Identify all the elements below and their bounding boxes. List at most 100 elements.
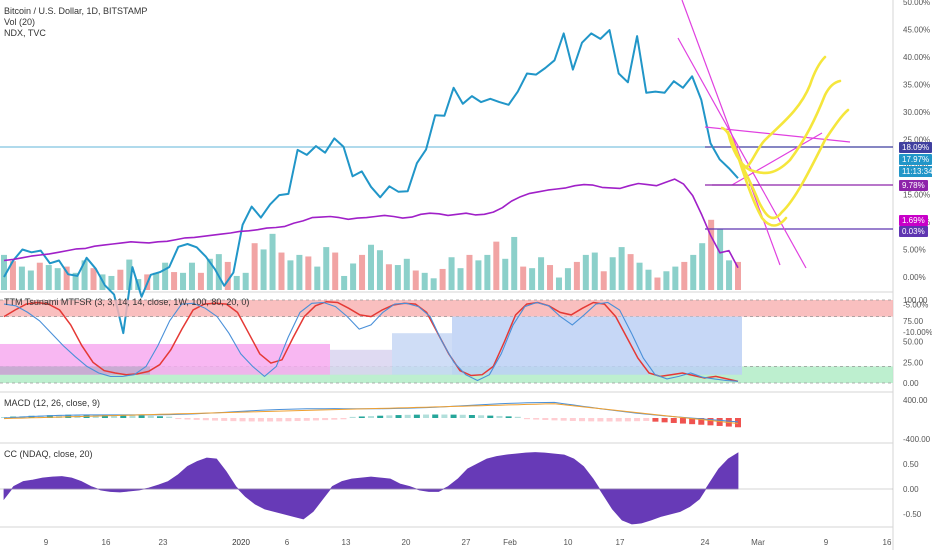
volume-bar: [627, 254, 634, 290]
volume-bar: [63, 266, 70, 290]
y-tick-cc: 0.00: [903, 485, 919, 494]
macd-signal-line: [3, 403, 739, 424]
macd-histogram-bar: [698, 418, 705, 425]
macd-histogram-bar: [615, 418, 622, 422]
volume-bar: [287, 260, 294, 290]
volume-bar: [547, 265, 554, 290]
x-tick: Feb: [503, 538, 517, 547]
macd-histogram-bar: [551, 418, 558, 421]
x-tick: 16: [883, 538, 892, 547]
macd-histogram-bar: [349, 416, 356, 418]
volume-bar: [224, 261, 231, 290]
ttm-blue-line: [3, 301, 739, 382]
price-tag-btc: 17.97%: [899, 154, 932, 165]
y-tick-main: 40.00%: [903, 53, 930, 62]
volume-bar: [233, 275, 240, 290]
volume-bar: [430, 278, 437, 290]
volume-bar: [448, 257, 455, 290]
volume-bar: [350, 263, 357, 290]
macd-histogram-bar: [230, 418, 237, 422]
volume-bar: [591, 252, 598, 290]
macd-histogram-bar: [423, 414, 430, 418]
y-tick-main: 15.00%: [903, 191, 930, 200]
macd-histogram-bar: [643, 418, 650, 421]
macd-histogram-bar: [395, 415, 402, 418]
y-tick-main: -5.00%: [903, 301, 928, 310]
volume-bar: [529, 268, 536, 290]
volume-bar: [582, 254, 589, 290]
macd-histogram-bar: [707, 418, 714, 426]
macd-histogram-bar: [496, 415, 503, 418]
macd-histogram-bar: [533, 418, 540, 420]
volume-bar: [439, 268, 446, 290]
volume-bar: [412, 270, 419, 290]
ttm-weekly-block: [330, 349, 392, 375]
x-tick: 9: [44, 538, 49, 547]
volume-bar: [520, 266, 527, 290]
x-tick: Mar: [751, 538, 765, 547]
macd-histogram-bar: [166, 416, 173, 418]
volume-bar: [188, 262, 195, 290]
volume-bar: [54, 268, 61, 290]
macd-histogram-bar: [487, 415, 494, 418]
x-tick: 10: [564, 538, 573, 547]
volume-bar: [735, 261, 741, 290]
y-tick-main: 0.00%: [903, 273, 926, 282]
macd-histogram-bar: [303, 418, 310, 421]
volume-bar: [162, 262, 169, 290]
macd-histogram-bar: [322, 418, 329, 421]
macd-histogram-bar: [248, 418, 255, 422]
macd-histogram-bar: [56, 414, 63, 418]
volume-bar: [72, 272, 79, 290]
volume-bar: [708, 219, 715, 290]
volume-bar: [376, 250, 383, 290]
macd-histogram-bar: [377, 415, 384, 418]
macd-histogram-bar: [312, 418, 319, 421]
macd-histogram-bar: [679, 418, 686, 424]
macd-histogram-bar: [358, 416, 365, 418]
volume-bar: [197, 272, 204, 290]
macd-histogram-bar: [368, 416, 374, 418]
volume-bar: [717, 229, 724, 290]
y-tick-main: 5.00%: [903, 246, 926, 255]
volume-bar: [618, 247, 625, 290]
volume-bar: [27, 270, 34, 290]
volume-bar: [368, 244, 374, 290]
volume-bar: [421, 272, 428, 290]
volume-bar: [609, 257, 616, 290]
macd-histogram-bar: [661, 418, 668, 423]
y-tick-cc: -0.50: [903, 510, 922, 519]
y-tick-main: 45.00%: [903, 26, 930, 35]
volume-bar: [206, 258, 213, 290]
macd-histogram-bar: [156, 416, 163, 418]
x-tick: 24: [701, 538, 710, 547]
volume-bar: [663, 271, 670, 290]
macd-histogram-bar: [267, 418, 274, 422]
volume-bar: [538, 257, 545, 290]
volume-bar: [466, 254, 473, 290]
volume-bar: [296, 254, 303, 290]
macd-histogram-bar: [138, 415, 145, 418]
macd-histogram-bar: [579, 418, 586, 422]
y-tick-cc: 0.50: [903, 460, 919, 469]
macd-histogram-bar: [542, 418, 549, 420]
volume-bar: [564, 268, 571, 290]
ttm-legend: TTM Tsunami MTFSR (3, 3, 14, 14, close, …: [4, 297, 250, 307]
macd-histogram-bar: [294, 418, 301, 422]
macd-histogram-bar: [202, 418, 209, 421]
price-tag-003: 0.03%: [899, 226, 928, 237]
yellow-projection: [734, 148, 788, 227]
macd-histogram-bar: [689, 418, 696, 425]
macd-histogram-bar: [735, 418, 741, 428]
macd-histogram-bar: [560, 418, 567, 421]
volume-bar: [323, 247, 330, 290]
y-tick-ttm: 0.00: [903, 379, 919, 388]
macd-histogram-bar: [468, 415, 475, 418]
ttm-weekly-block: [452, 316, 742, 375]
macd-histogram-bar: [285, 418, 292, 422]
x-tick: 27: [462, 538, 471, 547]
volume-bar: [475, 260, 482, 290]
volume-bar: [645, 269, 652, 290]
macd-histogram-bar: [478, 415, 485, 418]
